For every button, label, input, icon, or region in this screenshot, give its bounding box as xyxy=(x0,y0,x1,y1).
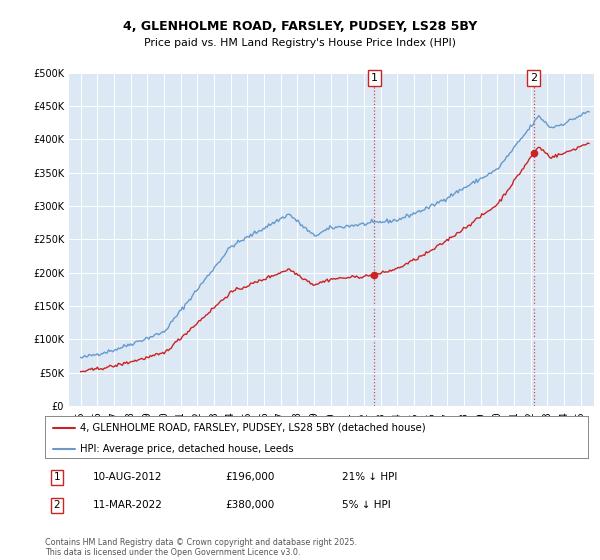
Text: 4, GLENHOLME ROAD, FARSLEY, PUDSEY, LS28 5BY (detached house): 4, GLENHOLME ROAD, FARSLEY, PUDSEY, LS28… xyxy=(80,423,426,433)
Text: 5% ↓ HPI: 5% ↓ HPI xyxy=(342,500,391,510)
Text: Price paid vs. HM Land Registry's House Price Index (HPI): Price paid vs. HM Land Registry's House … xyxy=(144,38,456,48)
Text: 10-AUG-2012: 10-AUG-2012 xyxy=(93,472,163,482)
Text: 2: 2 xyxy=(53,500,61,510)
Text: £380,000: £380,000 xyxy=(225,500,274,510)
Text: 2: 2 xyxy=(530,73,538,83)
Text: 1: 1 xyxy=(371,73,378,83)
Text: HPI: Average price, detached house, Leeds: HPI: Average price, detached house, Leed… xyxy=(80,444,294,454)
Text: 11-MAR-2022: 11-MAR-2022 xyxy=(93,500,163,510)
Text: £196,000: £196,000 xyxy=(225,472,274,482)
Text: 4, GLENHOLME ROAD, FARSLEY, PUDSEY, LS28 5BY: 4, GLENHOLME ROAD, FARSLEY, PUDSEY, LS28… xyxy=(123,20,477,34)
Text: 1: 1 xyxy=(53,472,61,482)
Text: Contains HM Land Registry data © Crown copyright and database right 2025.
This d: Contains HM Land Registry data © Crown c… xyxy=(45,538,357,557)
Text: 21% ↓ HPI: 21% ↓ HPI xyxy=(342,472,397,482)
